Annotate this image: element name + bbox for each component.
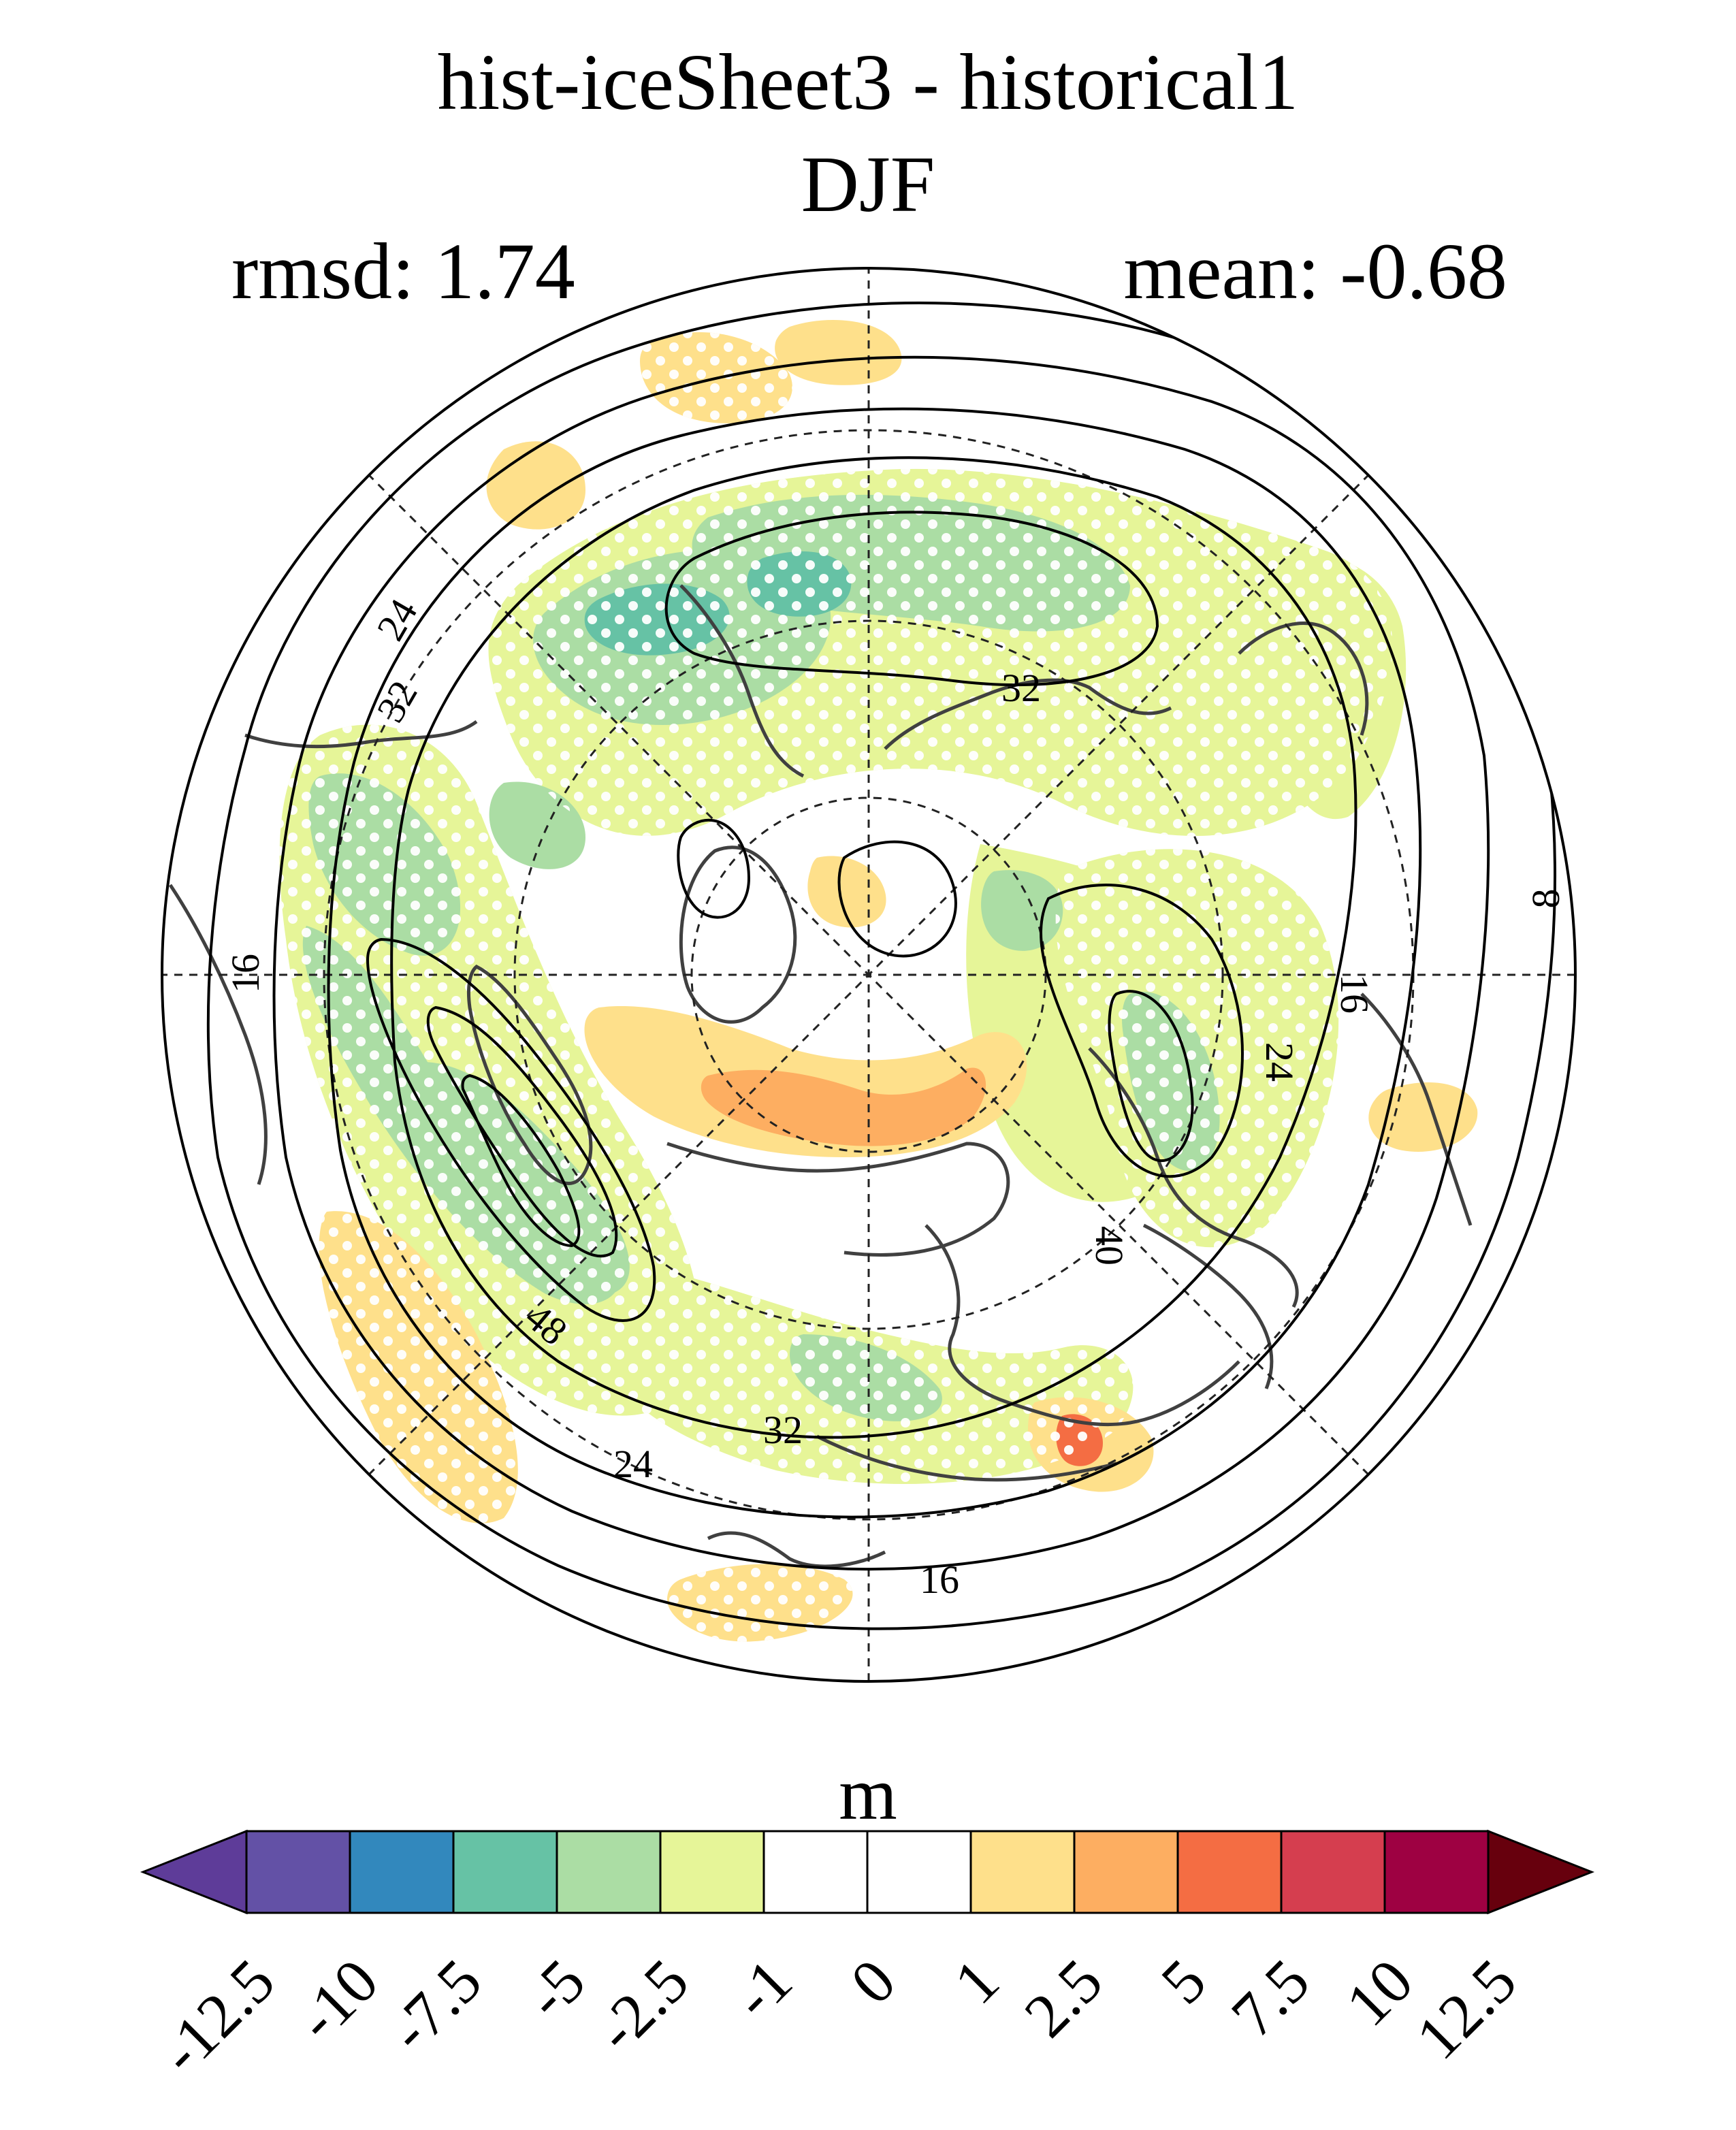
colorbar-box	[1383, 1830, 1490, 1914]
mean-label: mean: -0.68	[1123, 227, 1507, 316]
orange-region-center	[701, 1067, 986, 1146]
colorbar-tick-label: -7.5	[375, 1946, 494, 2065]
colorbar-box	[1073, 1830, 1179, 1914]
colorbar-tick-label: 2.5	[1011, 1946, 1115, 2050]
colorbar-box	[349, 1830, 455, 1914]
season-label: DJF	[801, 140, 935, 229]
figure-title: hist-iceSheet3 - historical1	[437, 37, 1299, 127]
colorbar-box	[969, 1830, 1076, 1914]
green-region-center-1	[981, 870, 1063, 951]
colorbar-box	[452, 1830, 558, 1914]
contour-lines	[206, 302, 1557, 1630]
rmsd-label: rmsd: 1.74	[231, 227, 575, 316]
colorbar-tick-label: 1	[941, 1946, 1012, 2017]
colorbar-box	[245, 1830, 351, 1914]
colorbar-units: m	[839, 1752, 897, 1835]
contour-label-16-east: 16	[1332, 974, 1377, 1014]
colorbar-box	[1280, 1830, 1386, 1914]
colorbar-tick-label: 0	[837, 1946, 909, 2017]
colorbar-box	[659, 1830, 765, 1914]
globe-outline	[161, 267, 1577, 1683]
colorbar-extend-high	[1487, 1829, 1595, 1915]
contour-label-24-east: 24	[1257, 1042, 1302, 1082]
colorbar-box	[556, 1830, 662, 1914]
yellow-region-north-2	[775, 320, 902, 385]
contour-label-40: 40	[1087, 1226, 1131, 1265]
colorbar-box	[866, 1830, 972, 1914]
yellow-region-pole	[807, 856, 886, 928]
significance-stippling	[279, 332, 1393, 1642]
contour-label-8: 8	[1524, 889, 1568, 909]
colorbar-tick-label: -1	[719, 1946, 805, 2031]
colorbar-tick-label: 7.5	[1218, 1946, 1322, 2050]
colorbar-box	[1176, 1830, 1283, 1914]
colorbar-tick-label: 12.5	[1403, 1946, 1530, 2072]
yellow-region-north-3	[486, 441, 585, 530]
colorbar-tick-label: -10	[283, 1946, 391, 2054]
colorbar-tick-label: 5	[1148, 1946, 1219, 2017]
contour-label-32-north: 32	[1001, 666, 1041, 710]
contour-label-32-south: 32	[763, 1408, 803, 1452]
coastlines	[168, 584, 1473, 1568]
colorbar-extend-low	[140, 1829, 248, 1915]
colorbar-tick-label: -12.5	[146, 1946, 288, 2087]
colorbar-box	[762, 1830, 869, 1914]
contour-label-16-south: 16	[920, 1558, 959, 1602]
yellow-region-east	[1368, 1082, 1478, 1152]
contour-label-16-west: 16	[223, 954, 268, 993]
map-globe	[162, 268, 1575, 1681]
contour-label-24-south: 24	[613, 1442, 653, 1486]
colorbar-tick-label: -2.5	[582, 1946, 701, 2065]
